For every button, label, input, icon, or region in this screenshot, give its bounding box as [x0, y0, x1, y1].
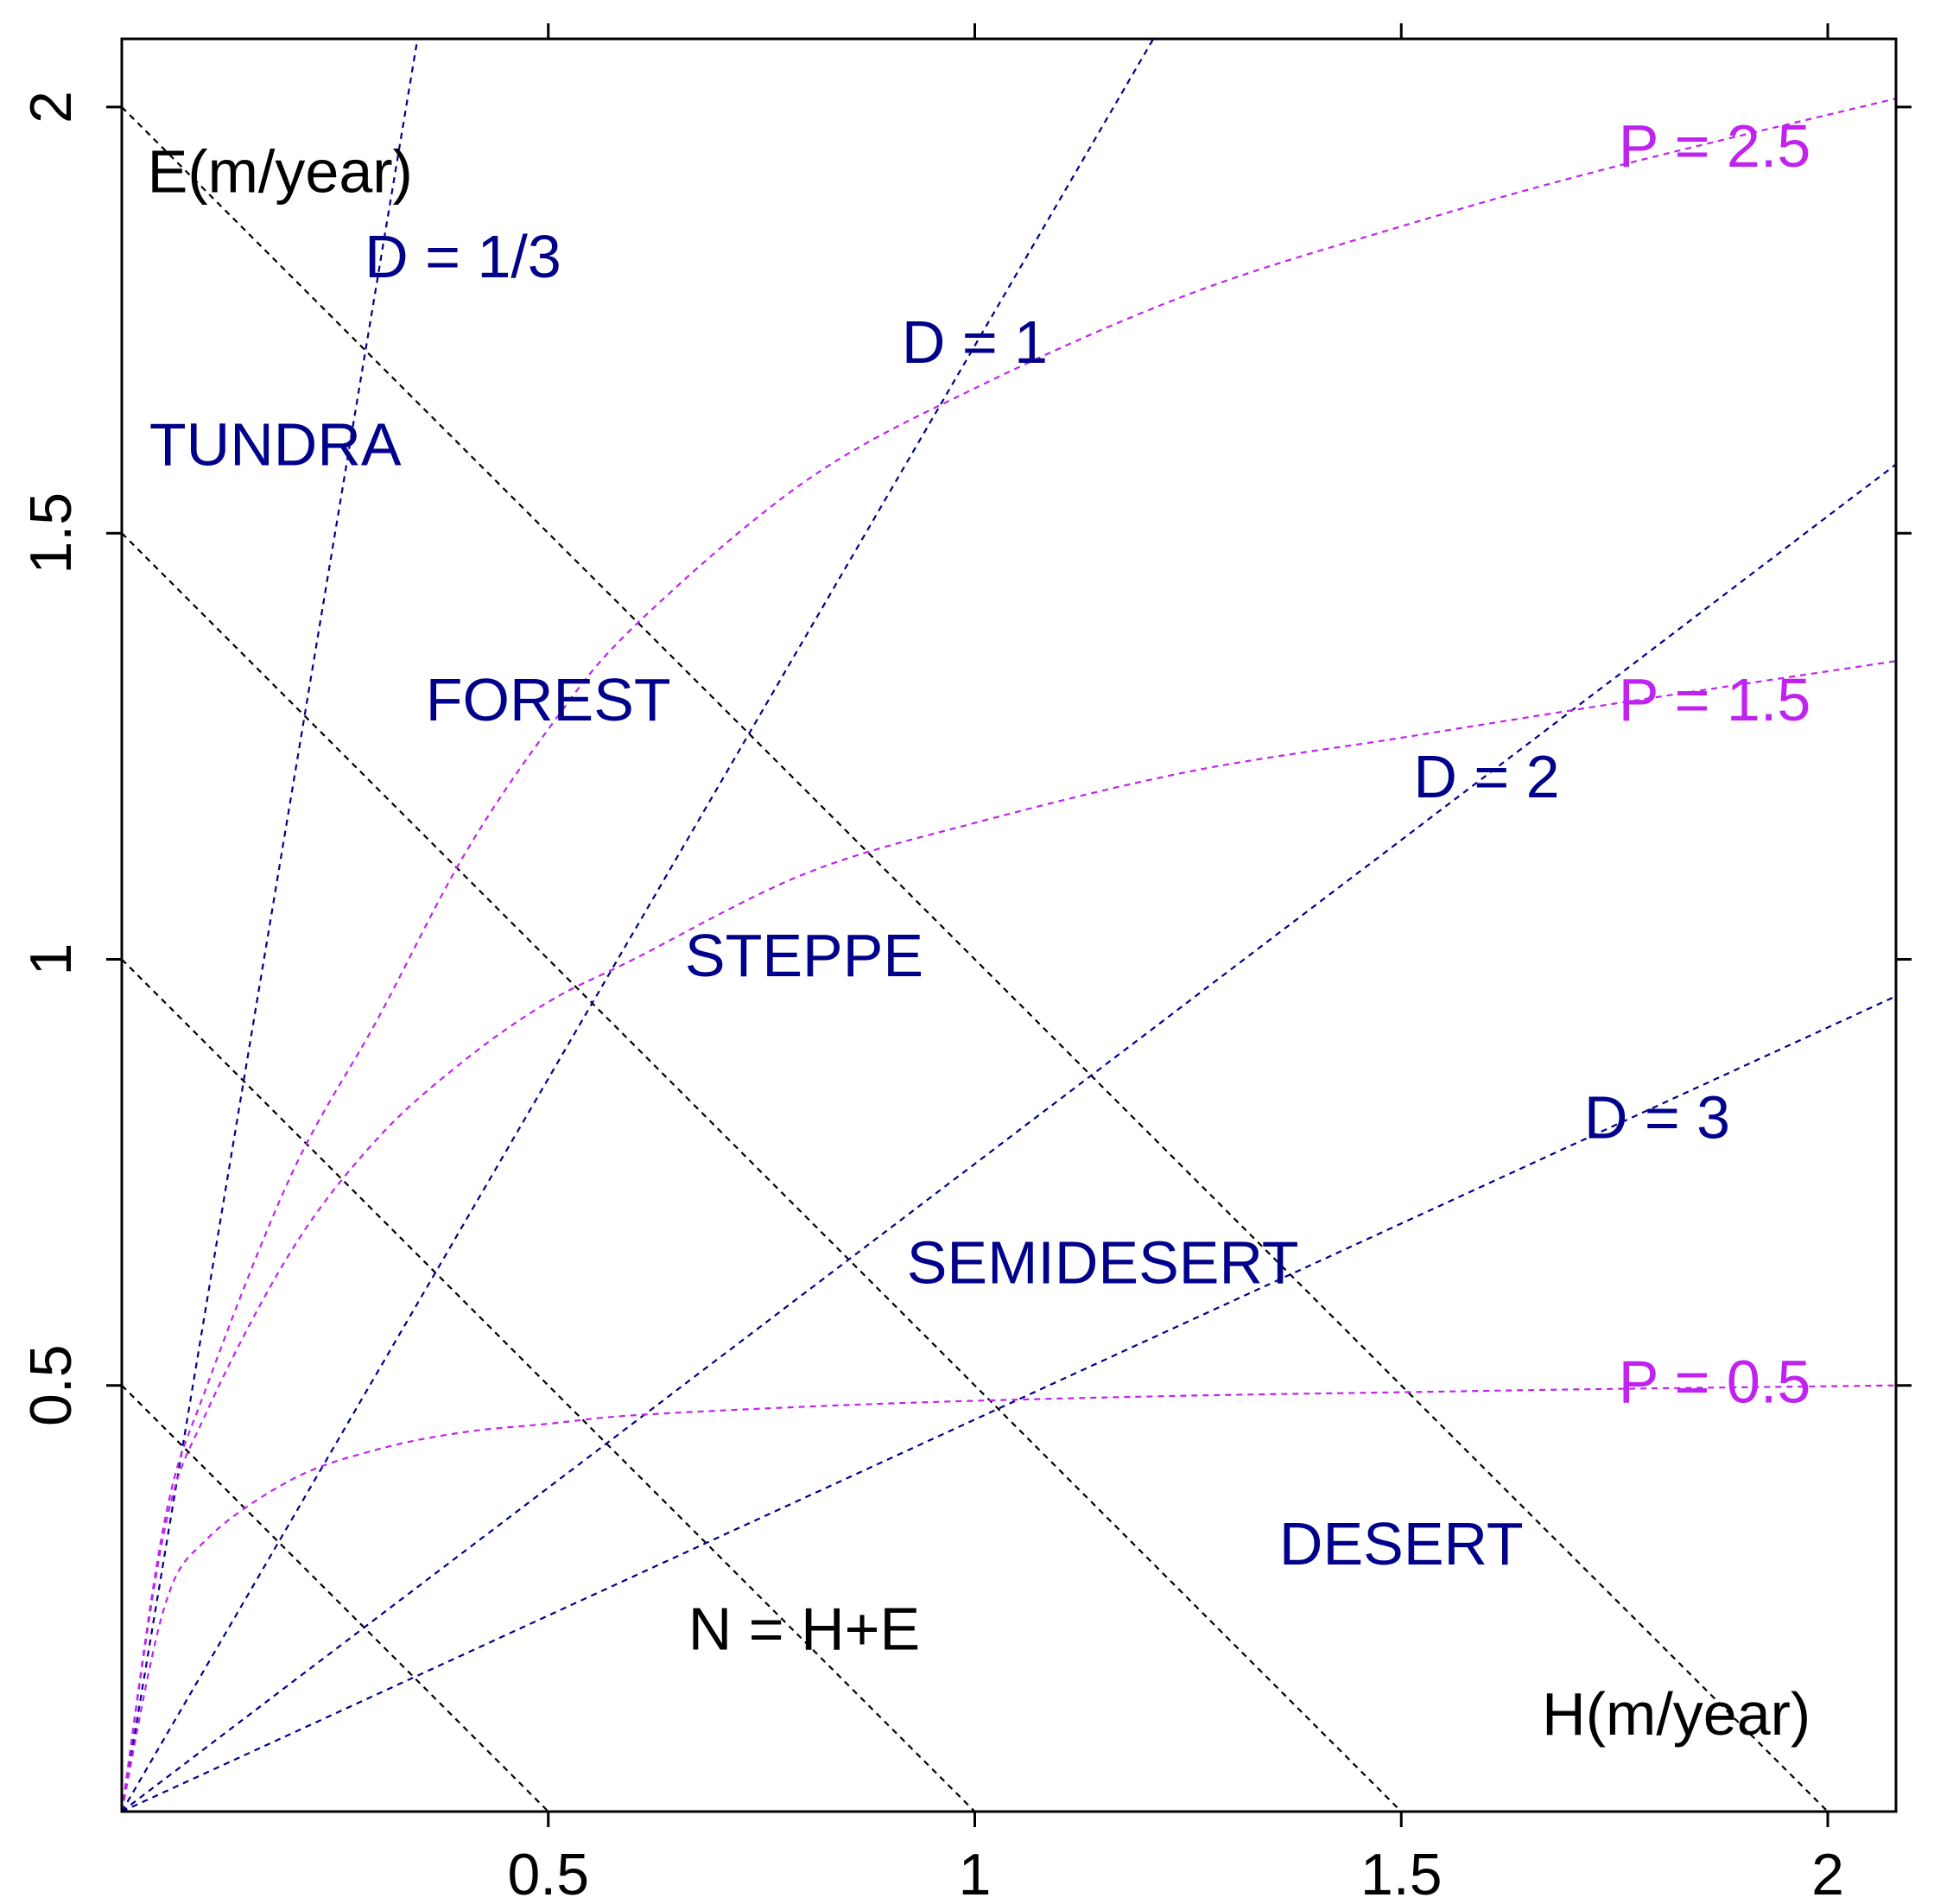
d-two-label: D = 2 — [1413, 743, 1559, 810]
y-tick-label: 1.5 — [18, 492, 84, 574]
series-n-1 — [122, 958, 976, 1812]
series-p-1-5 — [122, 660, 1896, 1812]
annotation-layer: E(m/year) H(m/year) N = H+E D = 1/3 D = 1 D =… — [148, 112, 1811, 1748]
tundra-label: TUNDRA — [149, 410, 402, 478]
series-n-2 — [122, 106, 1829, 1812]
semidesert-label: SEMIDESERT — [907, 1228, 1299, 1296]
y-tick-label: 2 — [18, 91, 84, 124]
x-tick-label: 1 — [959, 1842, 992, 1904]
series-layer — [122, 39, 1896, 1812]
series-p-2-5 — [122, 98, 1896, 1812]
e-axis-label: E(m/year) — [148, 138, 413, 206]
steppe-label: STEPPE — [685, 922, 923, 989]
d-three-label: D = 3 — [1584, 1084, 1730, 1152]
plot-frame — [120, 37, 1898, 1813]
d-one-label: D = 1 — [902, 308, 1048, 376]
y-tick-label: 1 — [18, 943, 84, 976]
series-d-1 — [122, 39, 1155, 1812]
series-d-2 — [122, 463, 1896, 1812]
x-tick-label: 2 — [1811, 1842, 1844, 1904]
y-tick-label: 0.5 — [18, 1344, 84, 1426]
desert-label: DESERT — [1279, 1510, 1524, 1577]
forest-label: FOREST — [426, 666, 671, 733]
x-tick-label: 0.5 — [507, 1842, 589, 1904]
d-one-third-label: D = 1/3 — [365, 223, 561, 290]
x-tick-label: 1.5 — [1360, 1842, 1443, 1904]
p-one-point-five-label: P = 1.5 — [1619, 666, 1811, 733]
n-formula-label: N = H+E — [688, 1596, 920, 1663]
h-axis-label: H(m/year) — [1542, 1680, 1810, 1748]
tick-layer: 0.5 1 1.5 2 0.5 1 1.5 2 — [18, 23, 1912, 1904]
p-zero-point-five-label: P = 0.5 — [1619, 1348, 1811, 1415]
series-p-0-5 — [122, 1384, 1896, 1812]
series-n-1-5 — [122, 532, 1403, 1812]
p-two-point-five-label: P = 2.5 — [1619, 112, 1811, 180]
